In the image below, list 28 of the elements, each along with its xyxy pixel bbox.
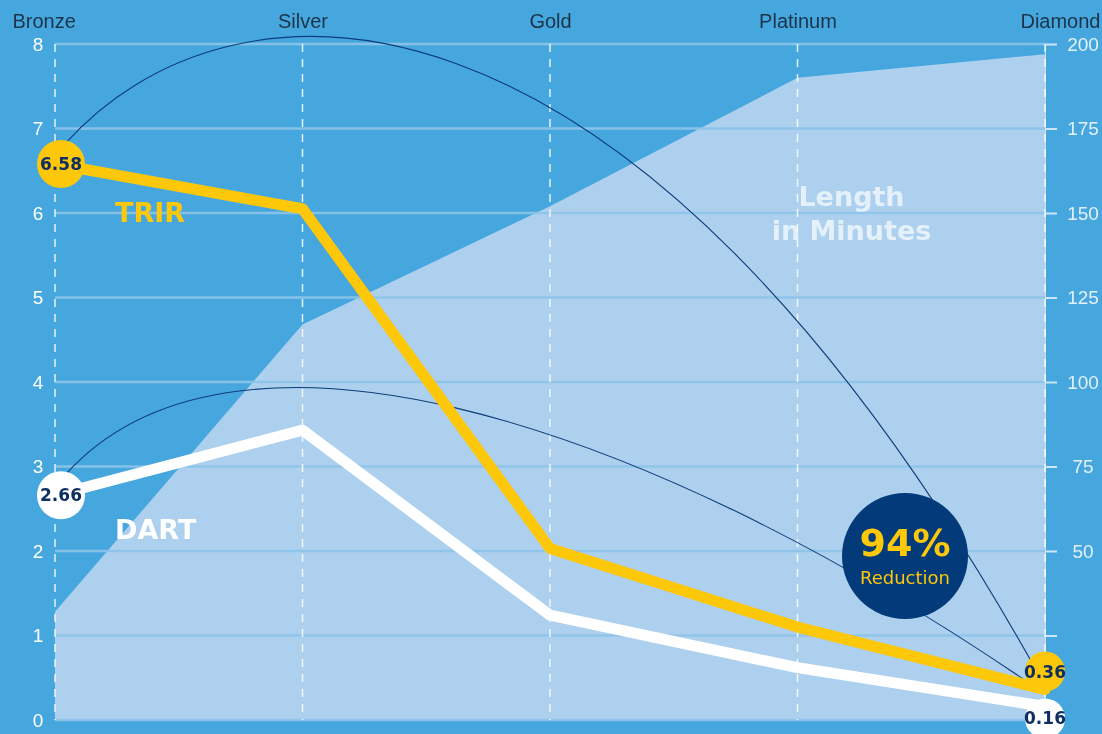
y-tick-label: 8 [32, 33, 44, 55]
y2-tick-label: 150 [1067, 202, 1099, 224]
y-tick-label: 0 [32, 709, 44, 731]
x-tick-label: Platinum [759, 10, 837, 32]
annotation: 94% [859, 521, 951, 565]
y-tick-label: 5 [32, 287, 44, 309]
y-tick-label: 2 [32, 540, 44, 562]
x-tick-label: Silver [277, 10, 329, 32]
annotation: Reduction [860, 567, 950, 588]
y-tick-label: 4 [32, 371, 44, 393]
series-label: TRIR [115, 196, 186, 228]
y2-tick-label: 125 [1067, 287, 1099, 309]
data-label: 6.58 [40, 153, 82, 174]
data-label: 0.16 [1024, 708, 1066, 729]
x-tick-label: Gold [529, 10, 572, 32]
y2-tick-label: 50 [1072, 540, 1094, 562]
y2-tick-label: 75 [1072, 456, 1094, 478]
data-label: 2.66 [40, 485, 82, 506]
y2-tick-label: 175 [1067, 118, 1099, 140]
y-tick-label: 1 [32, 625, 44, 647]
y-tick-label: 7 [32, 118, 44, 140]
y-tick-label: 6 [32, 202, 44, 224]
y2-tick-label: 200 [1067, 33, 1099, 55]
y-tick-label: 3 [32, 456, 44, 478]
y2-tick-label: 100 [1067, 371, 1099, 393]
series-label: Length in Minutes [771, 181, 932, 246]
x-tick-label: Diamond [1020, 10, 1101, 32]
x-tick-label: Bronze [12, 10, 76, 32]
